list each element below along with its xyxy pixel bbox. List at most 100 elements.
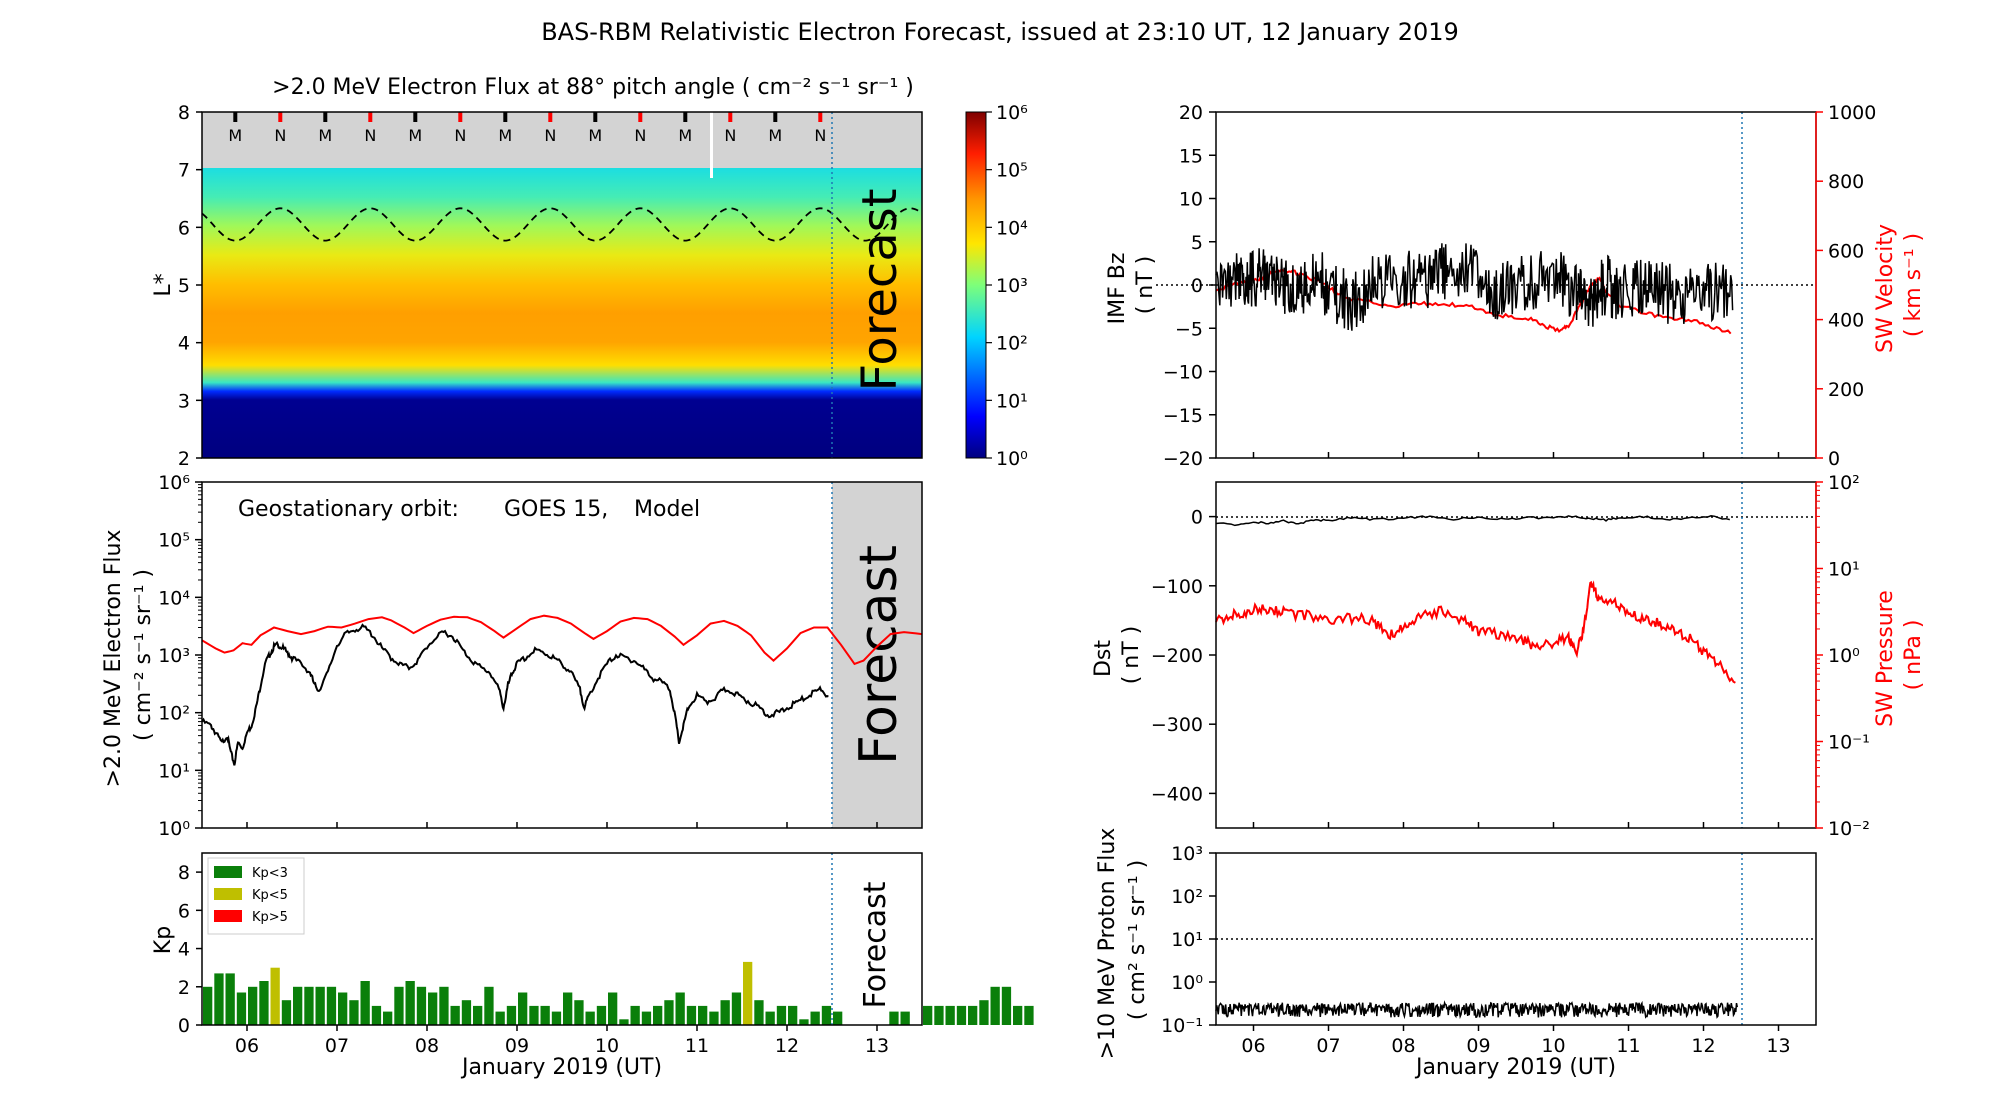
goes15-flux-line (201, 623, 829, 766)
imf-bz-line (1215, 243, 1734, 331)
model-flux-line (201, 614, 923, 666)
colorbar-tick-label: 10⁶ (996, 102, 1028, 124)
kp-x-axis: 06 07 08 09 10 11 12 13 (235, 1025, 889, 1057)
goes-y-axis: 10⁰ 10¹ 10² 10³ 10⁴ 10⁵ 10⁶ (158, 472, 202, 840)
kp-bar (968, 1005, 978, 1025)
kp-y-axis: 0 2 4 6 8 (178, 862, 202, 1037)
mn-marker-label: N (274, 126, 286, 145)
mn-marker-label: M (318, 126, 332, 145)
mn-marker-label: N (544, 126, 556, 145)
kp-legend-swatch (214, 888, 242, 900)
sw-pressure-ylabel: SW Pressure ( nPa ) (1873, 583, 1926, 727)
goes-ytick-label: 10³ (158, 645, 190, 667)
proton-ytick-label: 10² (1171, 886, 1203, 908)
kp-bar (236, 992, 247, 1025)
goes-ytick-label: 10⁵ (158, 530, 190, 552)
imf-ytick-right-label: 0 (1828, 448, 1840, 470)
proton-ytick-label: 10⁻¹ (1161, 1015, 1203, 1037)
proton-x-axis: 06 07 08 09 10 11 12 13 (1241, 1025, 1791, 1057)
kp-bar (214, 973, 224, 1025)
kp-bar (439, 986, 449, 1025)
kp-xtick-label: 13 (865, 1035, 889, 1057)
kp-forecast-label: Forecast (858, 881, 893, 1008)
dst-ytick-right-label: 10¹ (1828, 559, 1860, 581)
kp-xtick-label: 09 (505, 1035, 529, 1057)
kp-bar (529, 1005, 539, 1025)
heatmap-missing-data-line (710, 112, 713, 178)
heatmap-y-axis: 2 3 4 5 6 7 8 (178, 102, 202, 470)
proton-xtick-label: 10 (1541, 1035, 1565, 1057)
mn-marker-label: N (634, 126, 646, 145)
goes-ytick-label: 10¹ (158, 760, 190, 782)
proton-xtick-label: 11 (1616, 1035, 1640, 1057)
proton-xtick-label: 13 (1766, 1035, 1790, 1057)
dst-frame (1215, 481, 1817, 829)
kp-bar (596, 1005, 607, 1025)
imf-ytick-right-label: 1000 (1828, 102, 1876, 124)
goes-ylabel-line1: >2.0 MeV Electron Flux (101, 530, 126, 788)
heatmap-title: >2.0 MeV Electron Flux at 88° pitch angl… (272, 75, 914, 100)
imf-ylabel-line1: IMF Bz (1105, 253, 1130, 325)
kp-bar (990, 986, 1000, 1025)
kp-bar (776, 1005, 787, 1025)
kp-xtick-label: 10 (595, 1035, 619, 1057)
heatmap-ytick-label: 8 (178, 102, 190, 124)
imf-ytick-left-label: 5 (1191, 232, 1203, 254)
kp-bar (608, 992, 618, 1025)
kp-ytick-label: 6 (178, 900, 190, 922)
dst-ytick-left-label: −400 (1151, 783, 1203, 805)
kp-bar (563, 992, 573, 1025)
proton-xlabel: January 2019 (UT) (1414, 1055, 1616, 1080)
kp-bar (743, 961, 753, 1025)
proton-ylabel-line1: >10 MeV Proton Flux (1095, 828, 1120, 1060)
proton-ytick-label: 10³ (1171, 843, 1203, 865)
kp-legend-label: Kp>5 (252, 910, 288, 925)
mn-marker-label: M (498, 126, 512, 145)
dst-ytick-left-label: −300 (1151, 714, 1203, 736)
imf-ytick-left-label: −5 (1175, 318, 1203, 340)
heatmap-forecast-label: Forecast (852, 188, 908, 391)
dst-ylabel: Dst ( nT ) (1091, 626, 1144, 685)
kp-bars (203, 961, 1034, 1025)
kp-bar (720, 1000, 730, 1025)
kp-bar (934, 1005, 944, 1025)
kp-bar (540, 1005, 550, 1025)
swv-ylabel-line2: ( km s⁻¹ ) (1901, 233, 1926, 337)
kp-bar (495, 1011, 505, 1025)
kp-bar (484, 986, 494, 1025)
kp-bar (405, 981, 415, 1025)
goes-forecast-label: Forecast (849, 545, 909, 765)
kp-xtick-label: 11 (685, 1035, 709, 1057)
goes-ytick-label: 10⁶ (158, 472, 190, 494)
kp-bar (653, 1005, 663, 1025)
kp-bar (551, 1011, 562, 1025)
sw-pressure-line (1215, 580, 1736, 684)
colorbar-tick-label: 10⁰ (996, 448, 1028, 470)
goes-ytick-label: 10⁴ (158, 587, 190, 609)
imf-y-axis-left: −20 −15 −10 −5 0 5 10 15 20 (1163, 102, 1216, 470)
colorbar-tick-label: 10⁴ (996, 217, 1028, 239)
imf-ytick-right-label: 600 (1828, 240, 1864, 262)
kp-bar (248, 986, 258, 1025)
imf-panel: −20 −15 −10 −5 0 5 10 15 20 0 200 400 600 800 1000 IM… (1105, 102, 1926, 470)
goes-ylabel-line2: ( cm⁻² s⁻¹ sr⁻¹ ) (131, 569, 156, 741)
mn-marker-label: M (408, 126, 422, 145)
kp-bar (371, 1005, 382, 1025)
kp-bar (574, 1000, 584, 1025)
kp-legend: Kp<3 Kp<5 Kp>5 (214, 866, 288, 925)
kp-legend-swatch (214, 910, 242, 922)
kp-bar (270, 967, 280, 1025)
kp-bar (698, 1005, 708, 1025)
proton-ytick-label: 10⁰ (1171, 972, 1203, 994)
dst-y-axis-left: −400 −300 −200 −100 0 (1151, 507, 1216, 805)
kp-bar (203, 986, 213, 1025)
imf-ylabel-line2: ( nT ) (1133, 256, 1158, 315)
kp-bar (810, 1011, 820, 1025)
kp-bar (788, 1005, 798, 1025)
goes-frame (201, 481, 923, 829)
mn-marker-label: M (678, 126, 692, 145)
imf-ytick-left-label: 0 (1191, 275, 1203, 297)
kp-bar (281, 1000, 292, 1025)
heatmap-ytick-label: 4 (178, 333, 190, 355)
